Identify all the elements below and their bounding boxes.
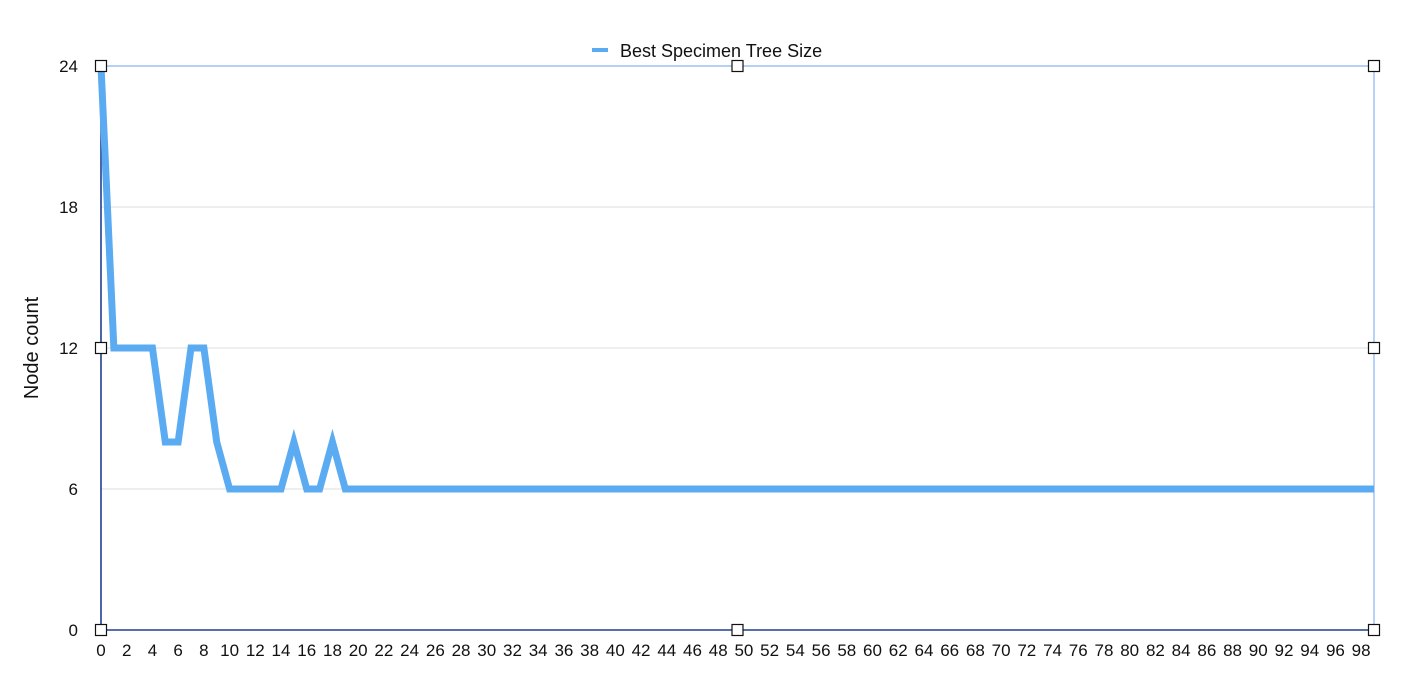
selection-handle-0[interactable] [94, 59, 108, 73]
series-line-0 [97, 65, 1374, 493]
x-tick-label-0: 0 [96, 641, 105, 660]
x-tick-label-20: 20 [349, 641, 368, 660]
x-tick-label-84: 84 [1172, 641, 1191, 660]
x-tick-label-94: 94 [1300, 641, 1319, 660]
legend: Best Specimen Tree Size [592, 41, 822, 61]
x-tick-label-64: 64 [914, 641, 933, 660]
x-tick-label-16: 16 [297, 641, 316, 660]
selection-handle-4[interactable] [1367, 341, 1381, 355]
x-tick-label-50: 50 [734, 641, 753, 660]
x-tick-label-58: 58 [837, 641, 856, 660]
x-tick-label-32: 32 [503, 641, 522, 660]
x-tick-label-8: 8 [199, 641, 208, 660]
selection-handle-5[interactable] [94, 623, 108, 637]
y-tick-label-6: 6 [69, 480, 78, 499]
x-tick-label-2: 2 [122, 641, 131, 660]
x-tick-label-82: 82 [1146, 641, 1165, 660]
x-tick-label-38: 38 [580, 641, 599, 660]
x-tick-label-22: 22 [374, 641, 393, 660]
x-tick-label-40: 40 [606, 641, 625, 660]
legend-label: Best Specimen Tree Size [620, 41, 822, 61]
x-tick-label-48: 48 [709, 641, 728, 660]
x-tick-label-26: 26 [426, 641, 445, 660]
y-tick-label-0: 0 [69, 621, 78, 640]
x-tick-label-80: 80 [1120, 641, 1139, 660]
selection-handle-6[interactable] [731, 623, 744, 637]
x-tick-label-36: 36 [554, 641, 573, 660]
x-tick-label-18: 18 [323, 641, 342, 660]
x-tick-label-74: 74 [1043, 641, 1062, 660]
x-tick-label-96: 96 [1326, 641, 1345, 660]
series-lines [97, 65, 1374, 493]
y-axis-label: Node count [21, 296, 43, 399]
y-tick-label-18: 18 [59, 198, 78, 217]
y-tick-label-12: 12 [59, 339, 78, 358]
selection-handles[interactable] [94, 59, 1381, 637]
x-tick-label-70: 70 [992, 641, 1011, 660]
x-tick-label-14: 14 [272, 641, 291, 660]
selection-handle-2[interactable] [1367, 59, 1381, 73]
x-tick-label-66: 66 [940, 641, 959, 660]
selection-handle-3[interactable] [94, 341, 108, 355]
x-tick-label-62: 62 [889, 641, 908, 660]
x-tick-label-10: 10 [220, 641, 239, 660]
x-tick-label-76: 76 [1069, 641, 1088, 660]
x-tick-label-44: 44 [657, 641, 676, 660]
x-tick-label-24: 24 [400, 641, 419, 660]
y-tick-label-24: 24 [59, 57, 78, 76]
x-tick-label-88: 88 [1223, 641, 1242, 660]
selection-handle-7[interactable] [1367, 623, 1381, 637]
x-tick-label-42: 42 [632, 641, 651, 660]
x-tick-label-60: 60 [863, 641, 882, 660]
y-tick-labels: 0 6 12 18 24 [59, 57, 78, 640]
x-tick-label-46: 46 [683, 641, 702, 660]
x-tick-label-56: 56 [812, 641, 831, 660]
x-tick-label-6: 6 [173, 641, 182, 660]
x-tick-label-30: 30 [477, 641, 496, 660]
x-tick-label-52: 52 [760, 641, 779, 660]
x-tick-label-92: 92 [1275, 641, 1294, 660]
x-tick-label-86: 86 [1197, 641, 1216, 660]
x-tick-label-54: 54 [786, 641, 805, 660]
x-tick-label-34: 34 [529, 641, 548, 660]
x-tick-labels: 0 2 4 6 8 10 12 14 16 18 20 22 24 26 28 30 32 34 36 38 40 42 4… [96, 641, 1370, 660]
x-tick-label-72: 72 [1017, 641, 1036, 660]
x-tick-label-68: 68 [966, 641, 985, 660]
x-tick-label-28: 28 [452, 641, 471, 660]
x-tick-label-12: 12 [246, 641, 265, 660]
x-tick-label-90: 90 [1249, 641, 1268, 660]
x-tick-label-78: 78 [1095, 641, 1114, 660]
x-tick-label-4: 4 [148, 641, 157, 660]
selection-handle-1[interactable] [731, 59, 744, 73]
x-tick-label-98: 98 [1352, 641, 1371, 660]
